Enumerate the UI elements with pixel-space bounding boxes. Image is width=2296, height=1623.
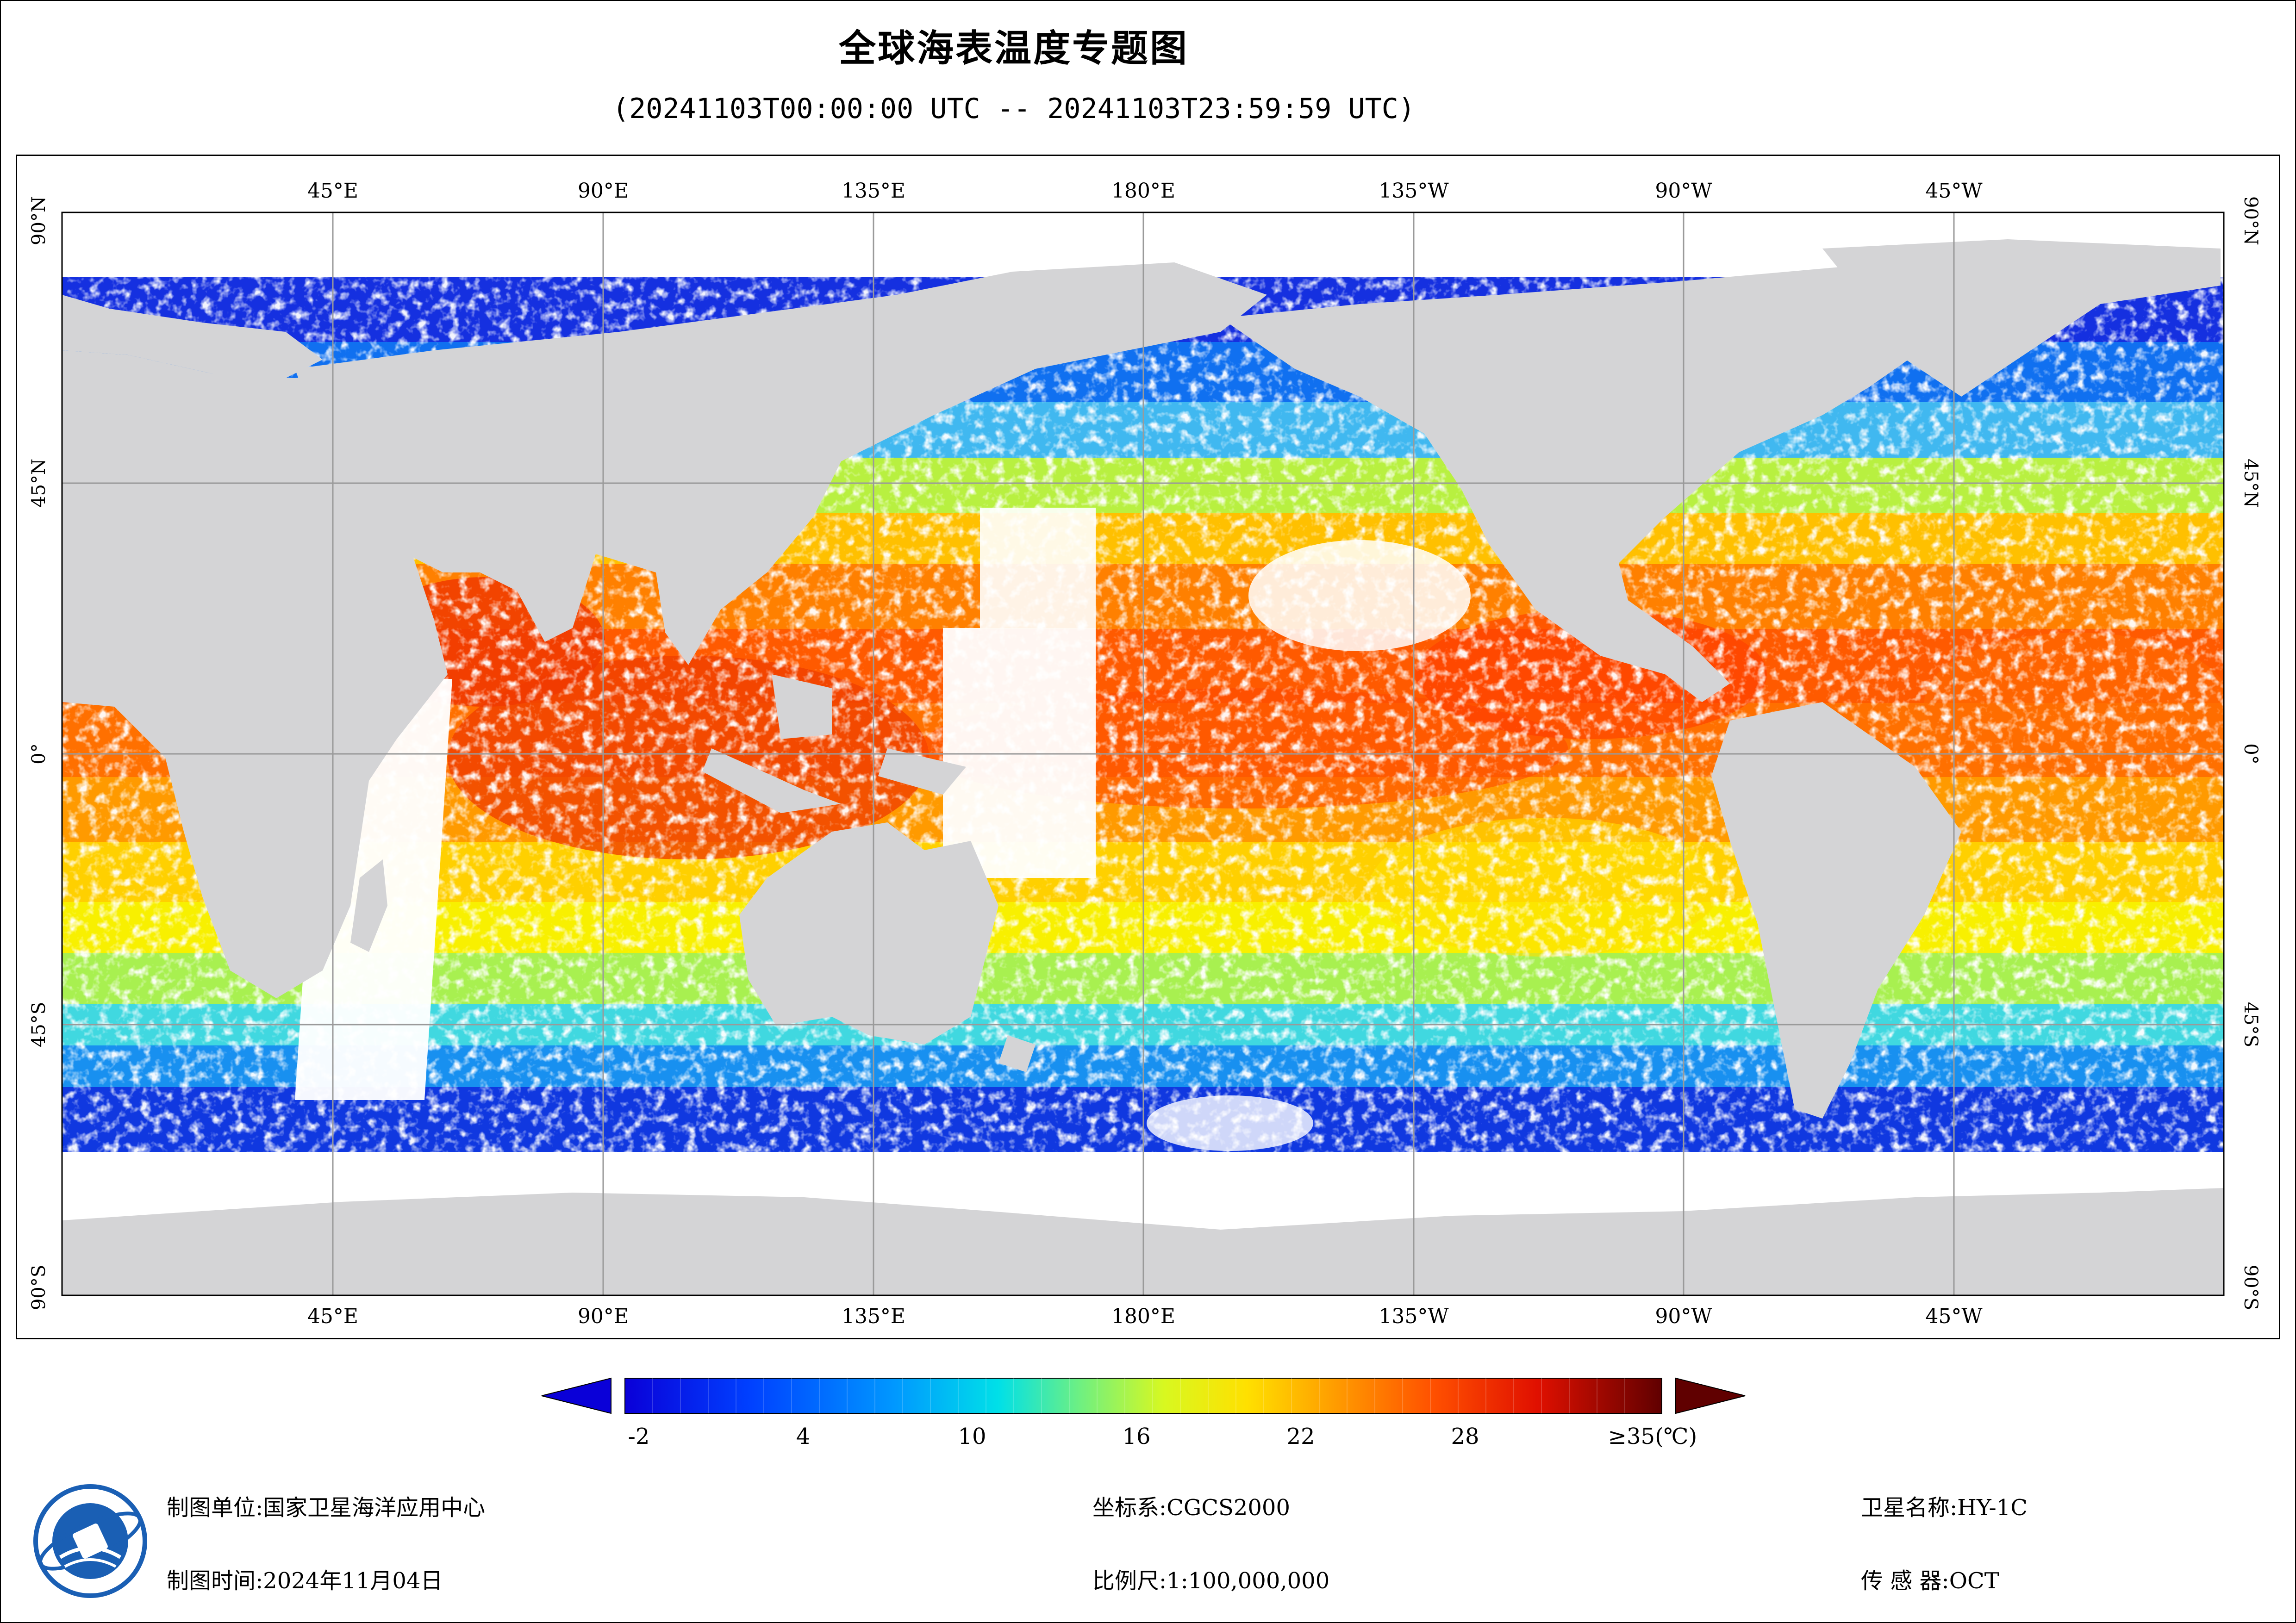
top-label-90e: 90°E	[578, 179, 629, 203]
land-south-america	[1711, 702, 1961, 1119]
right-label-90s: 90°S	[2240, 1265, 2261, 1310]
satellite-name: 卫星名称:HY-1C	[1861, 1495, 2028, 1521]
bottom-label-135e: 135°E	[842, 1305, 905, 1328]
left-label-45n: 45°N	[28, 459, 50, 508]
colorbar-steps	[652, 1378, 1625, 1413]
bottom-label-135w: 135°W	[1379, 1305, 1449, 1328]
land-asia	[295, 262, 1267, 665]
land-north-america	[1221, 262, 1961, 702]
colorbar-tick-4: 4	[796, 1424, 811, 1449]
colorbar-tick-16: 16	[1122, 1424, 1150, 1449]
bottom-longitude-labels: 45°E 90°E 135°E 180°E 135°W 90°W 45°W	[307, 1305, 1983, 1328]
top-label-135w: 135°W	[1379, 179, 1449, 203]
top-label-45w: 45°W	[1925, 179, 1983, 203]
colorbar-tick-35: ≥35(℃)	[1608, 1424, 1697, 1449]
left-label-45s: 45°S	[28, 1002, 50, 1047]
left-label-90s: 90°S	[28, 1265, 50, 1310]
graticule	[62, 212, 2224, 1295]
top-label-135e: 135°E	[842, 179, 905, 203]
producer-unit: 制图单位:国家卫星海洋应用中心	[167, 1495, 486, 1521]
left-label-90n: 90°N	[28, 196, 50, 245]
land-australia	[739, 822, 998, 1045]
map-title: 全球海表温度专题图	[839, 27, 1189, 70]
bottom-label-90e: 90°E	[578, 1305, 629, 1328]
production-date: 制图时间:2024年11月04日	[167, 1568, 443, 1594]
colorbar-tick-28: 28	[1451, 1424, 1479, 1449]
colorbar-under-arrow	[541, 1377, 611, 1414]
map-frame: 45°E 90°E 135°E 180°E 135°W 90°W 45°W 45…	[16, 155, 2280, 1339]
right-latitude-labels: 90°N 45°N 0° 45°S 90°S	[2240, 196, 2261, 1310]
top-label-180e: 180°E	[1111, 179, 1175, 203]
colorbar-ramp	[624, 1378, 1662, 1414]
colorbar-tick-labels: -2 4 10 16 22 28 ≥35(℃)	[628, 1424, 1697, 1449]
colorbar-tick-22: 22	[1286, 1424, 1315, 1449]
left-label-0: 0°	[28, 743, 50, 764]
top-label-90w: 90°W	[1655, 179, 1712, 203]
map-subtitle: (20241103T00:00:00 UTC -- 20241103T23:59…	[612, 93, 1415, 125]
map-scale: 比例尺:1:100,000,000	[1092, 1568, 1330, 1594]
land-indonesia	[702, 748, 841, 813]
coordinate-system: 坐标系:CGCS2000	[1092, 1495, 1291, 1521]
right-label-45n: 45°N	[2240, 459, 2261, 508]
top-longitude-labels: 45°E 90°E 135°E 180°E 135°W 90°W 45°W	[307, 179, 1983, 203]
bottom-label-180e: 180°E	[1111, 1305, 1175, 1328]
colorbar-tick-10: 10	[958, 1424, 986, 1449]
right-label-0: 0°	[2240, 743, 2261, 764]
right-label-45s: 45°S	[2240, 1002, 2261, 1047]
bottom-label-90w: 90°W	[1655, 1305, 1712, 1328]
colorbar-over-arrow	[1675, 1377, 1746, 1414]
plot-border	[61, 211, 2225, 1296]
sst-map[interactable]: 45°E 90°E 135°E 180°E 135°W 90°W 45°W 45…	[17, 156, 2279, 1338]
left-latitude-labels: 90°N 45°N 0° 45°S 90°S	[28, 196, 50, 1310]
colorbar: -2 4 10 16 22 28 ≥35(℃)	[541, 1377, 1746, 1449]
colorbar-tick-minus2: -2	[628, 1424, 650, 1449]
bottom-label-45e: 45°E	[307, 1305, 358, 1328]
top-label-45e: 45°E	[307, 179, 358, 203]
land-madagascar	[350, 859, 387, 952]
land-africa	[62, 350, 448, 998]
nsoas-logo-icon	[33, 1484, 147, 1598]
bottom-label-45w: 45°W	[1925, 1305, 1983, 1328]
land-greenland	[1822, 239, 2221, 397]
land-europe	[62, 295, 323, 383]
right-label-90n: 90°N	[2240, 196, 2261, 245]
sensor-name: 传 感 器:OCT	[1861, 1568, 1999, 1594]
